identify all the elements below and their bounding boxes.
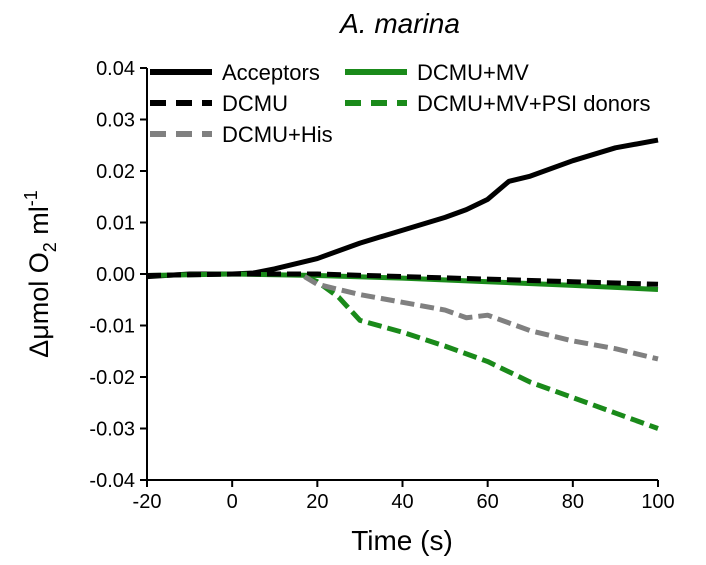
y-tick-label: -0.03 — [89, 419, 135, 441]
x-tick-label: 40 — [391, 491, 413, 513]
y-label-main: Δμmol O — [24, 252, 54, 358]
chart-title: A. marina — [338, 8, 460, 39]
series-line — [146, 271, 659, 287]
y-label-superscript: -1 — [21, 190, 41, 206]
series-line — [146, 137, 659, 280]
y-tick-label: 0.04 — [96, 58, 135, 80]
y-label-unit: ml — [24, 206, 54, 242]
x-tick-label: 100 — [641, 491, 674, 513]
y-tick-label: 0.00 — [96, 264, 135, 286]
y-tick-label: 0.03 — [96, 110, 135, 132]
y-tick-label: 0.01 — [96, 213, 135, 235]
x-tick-label: 60 — [477, 491, 499, 513]
legend-label: DCMU — [222, 91, 288, 116]
x-tick-label: -20 — [133, 491, 162, 513]
y-tick-label: 0.02 — [96, 161, 135, 183]
y-axis-label: Δμmol O2 ml-1 — [21, 190, 60, 358]
y-tick-label: -0.04 — [89, 470, 135, 492]
x-axis-label: Time (s) — [351, 525, 453, 556]
legend-label: Acceptors — [222, 60, 320, 85]
y-tick-label: -0.02 — [89, 367, 135, 389]
x-tick-label: 0 — [227, 491, 238, 513]
series-line — [303, 274, 659, 362]
series-line — [146, 271, 659, 292]
y-tick-label: -0.01 — [89, 316, 135, 338]
legend-label: DCMU+MV+PSI donors — [417, 91, 651, 116]
y-label-subscript: 2 — [40, 242, 60, 252]
x-tick-label: 80 — [562, 491, 584, 513]
series-line — [303, 274, 659, 431]
x-tick-label: 20 — [306, 491, 328, 513]
legend-label: DCMU+His — [222, 122, 333, 147]
legend-label: DCMU+MV — [417, 60, 529, 85]
